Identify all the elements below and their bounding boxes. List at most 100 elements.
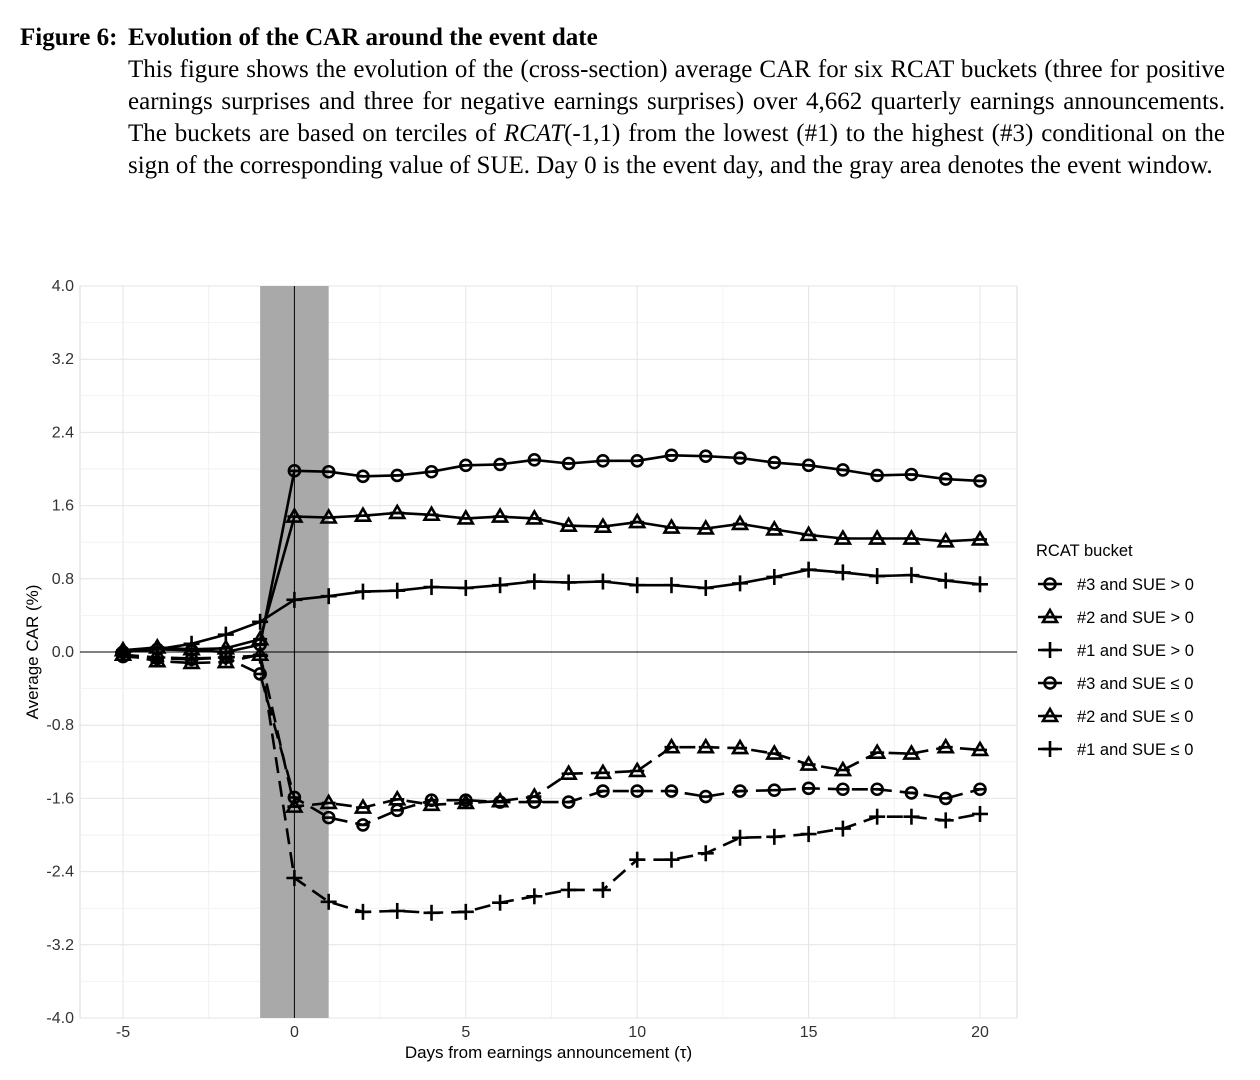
- data-point: [627, 761, 647, 778]
- data-point: [353, 506, 373, 522]
- data-point: [594, 881, 611, 898]
- data-point: [936, 531, 955, 548]
- x-axis-title: Days from earnings announcement (τ): [405, 1043, 692, 1062]
- data-point: [1040, 706, 1060, 723]
- data-point: [833, 760, 853, 777]
- data-point: [1042, 642, 1058, 658]
- data-point: [903, 567, 920, 584]
- data-point: [115, 646, 131, 663]
- data-point: [422, 795, 441, 812]
- data-point: [286, 591, 303, 608]
- data-point: [320, 588, 337, 605]
- data-point: [456, 793, 476, 810]
- data-point: [526, 573, 543, 590]
- data-point: [492, 577, 509, 594]
- data-point: [870, 468, 884, 483]
- legend-label: #2 and SUE > 0: [1077, 609, 1194, 627]
- y-tick-label: 4.0: [52, 278, 74, 295]
- data-point: [800, 561, 817, 578]
- x-tick-label: 0: [290, 1024, 299, 1041]
- data-point: [252, 613, 269, 630]
- data-point: [559, 516, 578, 533]
- y-tick-label: -4.0: [46, 1010, 74, 1027]
- figure-title: Figure 6: Evolution of the CAR around th…: [20, 22, 1225, 54]
- data-point: [1043, 676, 1057, 690]
- data-point: [287, 464, 302, 478]
- data-point: [937, 812, 954, 829]
- data-point: [662, 517, 681, 534]
- data-point: [424, 464, 439, 479]
- data-point: [629, 577, 646, 594]
- caption-text-2: (-1,1) from the lowest (#1) to the highe…: [128, 120, 1225, 179]
- legend-item: #2 and SUE ≤ 0: [1038, 706, 1193, 726]
- data-point: [593, 763, 613, 780]
- data-point: [1043, 577, 1057, 591]
- data-point: [525, 786, 544, 803]
- data-point: [833, 528, 853, 545]
- data-point: [321, 464, 336, 479]
- data-point: [662, 737, 681, 754]
- legend-label: #3 and SUE ≤ 0: [1077, 675, 1193, 693]
- data-point: [696, 518, 716, 535]
- data-point: [869, 808, 886, 825]
- data-point: [733, 784, 747, 798]
- data-point: [767, 455, 782, 470]
- data-point: [353, 797, 373, 814]
- series-group: [113, 448, 990, 921]
- figure-description: This figure shows the evolution of the (…: [128, 54, 1225, 182]
- x-tick-label: 5: [461, 1024, 470, 1041]
- data-point: [904, 786, 919, 800]
- data-point: [250, 629, 270, 646]
- x-tick-label: 10: [628, 1024, 646, 1041]
- data-point: [560, 881, 577, 898]
- data-point: [902, 743, 921, 760]
- data-point: [732, 575, 749, 592]
- data-point: [664, 448, 679, 463]
- data-point: [766, 568, 783, 585]
- data-point: [972, 576, 988, 593]
- data-point: [973, 474, 987, 488]
- data-point: [730, 514, 750, 531]
- data-point: [834, 564, 851, 581]
- data-point: [285, 506, 304, 523]
- data-point: [593, 517, 613, 533]
- data-point: [767, 783, 782, 797]
- data-point: [799, 525, 818, 542]
- data-point: [490, 791, 510, 808]
- data-point: [973, 782, 987, 797]
- legend-label: #1 and SUE > 0: [1077, 642, 1194, 660]
- data-point: [456, 508, 476, 525]
- y-tick-label: -0.8: [46, 717, 74, 734]
- data-point: [457, 579, 474, 596]
- data-point: [596, 453, 610, 468]
- figure-caption: Figure 6: Evolution of the CAR around th…: [20, 22, 1225, 182]
- data-point: [1040, 607, 1060, 624]
- data-point: [217, 649, 234, 666]
- data-point: [629, 851, 646, 868]
- data-point: [663, 577, 680, 594]
- legend-label: #2 and SUE ≤ 0: [1077, 708, 1193, 726]
- caption-text-1: This figure shows the evolution of the (…: [128, 56, 1225, 147]
- data-point: [286, 870, 303, 887]
- y-tick-label: 0.8: [52, 571, 74, 588]
- data-point: [561, 795, 576, 809]
- x-tick-label: 20: [971, 1024, 989, 1041]
- figure-title-text: Evolution of the CAR around the event da…: [128, 24, 598, 51]
- data-point: [217, 626, 234, 643]
- data-point: [834, 820, 851, 837]
- data-point: [732, 829, 749, 846]
- data-point: [559, 764, 578, 780]
- data-point: [698, 789, 713, 804]
- data-point: [492, 894, 509, 911]
- legend-title: RCAT bucket: [1036, 542, 1133, 560]
- data-point: [733, 451, 747, 465]
- data-point: [389, 902, 406, 919]
- data-point: [525, 508, 544, 525]
- data-point: [696, 737, 716, 754]
- data-point: [390, 468, 405, 483]
- data-point: [970, 740, 990, 757]
- data-point: [423, 579, 440, 596]
- data-point: [766, 828, 783, 845]
- data-point: [627, 512, 647, 529]
- y-tick-label: 2.4: [52, 424, 74, 441]
